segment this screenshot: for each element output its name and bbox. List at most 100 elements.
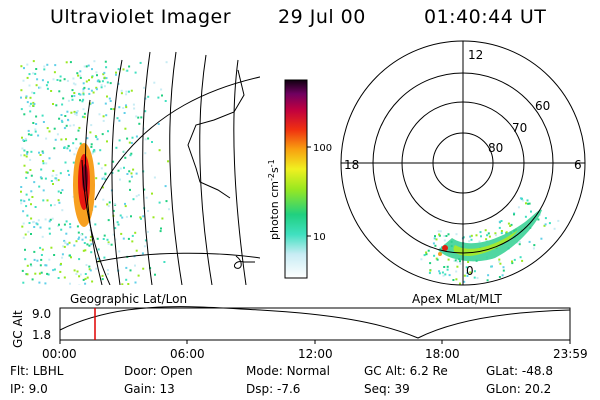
- emission-pixel: [26, 101, 29, 104]
- emission-pixel: [74, 192, 77, 195]
- info-ip-value: 9.0: [28, 382, 48, 396]
- emission-pixel: [42, 121, 45, 123]
- emission-pixel: [45, 264, 48, 267]
- emission-pixel: [41, 79, 44, 82]
- emission-pixel: [553, 227, 556, 230]
- emission-pixel: [57, 224, 60, 227]
- emission-pixel: [132, 103, 135, 106]
- emission-pixel: [26, 273, 29, 276]
- emission-pixel: [91, 193, 94, 196]
- emission-pixel: [137, 194, 140, 197]
- emission-pixel: [476, 248, 479, 251]
- emission-pixel: [20, 202, 23, 205]
- emission-pixel: [45, 137, 48, 140]
- emission-pixel: [122, 68, 125, 71]
- emission-pixel: [73, 153, 76, 156]
- emission-pixel: [84, 277, 87, 280]
- emission-pixel: [79, 142, 82, 145]
- emission-pixel: [488, 245, 491, 248]
- emission-pixel: [36, 259, 39, 262]
- emission-pixel: [33, 103, 36, 105]
- emission-pixel: [114, 227, 117, 230]
- emission-pixel: [122, 107, 125, 109]
- emission-pixel: [21, 147, 24, 150]
- emission-pixel: [30, 190, 33, 193]
- emission-pixel: [96, 138, 99, 141]
- emission-pixel: [69, 149, 71, 152]
- emission-pixel: [44, 264, 47, 267]
- emission-pixel: [88, 164, 91, 167]
- emission-pixel: [84, 249, 87, 252]
- emission-pixel: [48, 130, 51, 133]
- geographic-panel-label: Geographic Lat/Lon: [70, 292, 188, 306]
- emission-pixel: [104, 60, 107, 63]
- emission-pixel: [117, 169, 120, 172]
- emission-pixel: [82, 278, 85, 281]
- emission-pixel: [83, 116, 86, 119]
- emission-pixel: [53, 204, 56, 206]
- emission-pixel: [128, 65, 131, 68]
- emission-pixel: [161, 94, 163, 97]
- emission-pixel: [151, 141, 153, 143]
- emission-pixel: [429, 269, 432, 272]
- emission-pixel: [86, 137, 89, 140]
- emission-pixel: [79, 70, 82, 73]
- emission-pixel: [143, 245, 146, 248]
- emission-pixel: [438, 233, 441, 236]
- emission-pixel: [463, 280, 466, 283]
- emission-pixel: [127, 283, 130, 285]
- emission-pixel: [48, 157, 51, 160]
- emission-pixel: [444, 243, 446, 246]
- emission-pixel: [521, 259, 524, 262]
- emission-pixel: [43, 65, 46, 68]
- emission-pixel: [40, 258, 43, 261]
- emission-pixel: [157, 96, 160, 99]
- emission-pixel: [30, 217, 33, 220]
- emission-pixel: [110, 189, 113, 192]
- emission-pixel: [70, 256, 72, 259]
- emission-pixel: [125, 104, 127, 107]
- emission-pixel: [491, 265, 493, 268]
- emission-pixel: [91, 76, 93, 79]
- emission-pixel: [30, 174, 33, 177]
- emission-pixel: [462, 242, 465, 245]
- emission-pixel: [428, 271, 431, 274]
- emission-pixel: [142, 267, 145, 270]
- emission-pixel: [67, 118, 69, 121]
- emission-pixel: [144, 152, 147, 155]
- emission-pixel: [84, 236, 87, 239]
- emission-pixel: [25, 95, 28, 98]
- emission-pixel: [500, 232, 503, 235]
- emission-pixel: [142, 170, 145, 173]
- emission-pixel: [59, 79, 62, 82]
- emission-pixel: [79, 74, 82, 77]
- emission-pixel: [67, 119, 70, 122]
- emission-pixel: [447, 233, 450, 236]
- emission-pixel: [437, 230, 440, 233]
- emission-pixel: [90, 251, 93, 254]
- emission-pixel: [82, 98, 85, 101]
- emission-pixel: [103, 256, 106, 259]
- emission-pixel: [60, 228, 63, 231]
- emission-pixel: [73, 110, 76, 113]
- emission-pixel: [111, 171, 114, 174]
- emission-pixel: [137, 116, 140, 119]
- emission-pixel: [35, 115, 38, 118]
- emission-pixel: [21, 136, 23, 139]
- emission-pixel: [486, 234, 489, 237]
- emission-pixel: [540, 237, 543, 240]
- emission-pixel: [46, 63, 49, 66]
- emission-pixel: [42, 160, 45, 163]
- emission-pixel: [54, 64, 57, 67]
- emission-pixel: [479, 247, 482, 250]
- emission-pixel: [134, 71, 137, 74]
- emission-pixel: [26, 151, 29, 154]
- emission-pixel: [125, 215, 128, 218]
- polar-grid: [340, 40, 586, 286]
- emission-pixel: [160, 88, 163, 91]
- emission-pixel: [33, 250, 36, 253]
- emission-pixel: [55, 179, 58, 182]
- emission-pixel: [72, 142, 75, 145]
